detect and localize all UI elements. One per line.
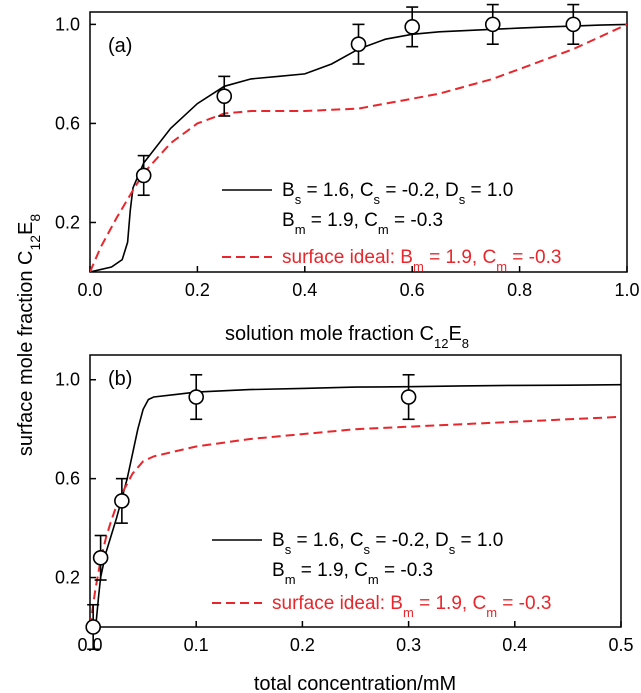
- data-marker: [85, 619, 101, 635]
- data-marker: [350, 36, 367, 52]
- panel-label: (b): [108, 368, 132, 390]
- chart-panel-b: 0.0 0.1 0.2 0.3 0.4 0.5 0.2 0.6 1.0 (b) total conc…: [55, 354, 634, 693]
- x-tick-label: 0.0: [77, 635, 102, 655]
- x-tick-label: 0.0: [77, 280, 102, 300]
- data-point: [114, 477, 130, 524]
- model-curve-line: [90, 23, 627, 272]
- data-marker: [114, 493, 130, 509]
- data-point: [92, 534, 109, 581]
- data-marker: [565, 16, 582, 33]
- x-axis-label: total concentration/mM: [254, 673, 456, 693]
- legend-model-params-2: Bm = 1.9, Cm = -0.3: [272, 560, 433, 587]
- x-tick-label: 0.2: [290, 635, 315, 655]
- x-tick-label: 0.6: [400, 280, 425, 300]
- legend-model-params-2: Bm = 1.9, Cm = -0.3: [282, 210, 443, 237]
- data-point: [350, 23, 367, 65]
- legend-ideal-params: surface ideal: Bm = 1.9, Cm = -0.3: [282, 247, 561, 274]
- x-tick-label: 0.1: [184, 635, 209, 655]
- x-tick-label: 0.8: [507, 280, 532, 300]
- data-marker: [404, 19, 421, 35]
- plot-frame: [89, 354, 622, 628]
- data-point: [135, 154, 152, 197]
- x-tick-label: 0.5: [608, 635, 633, 655]
- panel-label: (a): [108, 35, 132, 57]
- legend: Bs = 1.6, Cs = -0.2, Ds = 1.0 Bm = 1.9, C…: [222, 180, 561, 274]
- legend-model-params: Bs = 1.6, Cs = -0.2, Ds = 1.0: [282, 180, 513, 207]
- legend-model-params: Bs = 1.6, Cs = -0.2, Ds = 1.0: [272, 530, 503, 557]
- data-point: [216, 75, 233, 117]
- x-tick-label: 0.3: [396, 635, 421, 655]
- x-tick-label: 0.4: [292, 280, 317, 300]
- y-tick-label: 1.0: [55, 370, 80, 390]
- data-point: [188, 373, 204, 421]
- data-marker: [135, 167, 152, 184]
- data-marker: [92, 549, 109, 566]
- y-tick-label: 0.6: [55, 113, 80, 133]
- x-tick-label: 1.0: [614, 280, 639, 300]
- y-tick-label: 0.2: [55, 212, 80, 232]
- x-tick-label: 0.4: [502, 635, 527, 655]
- data-point: [565, 3, 582, 45]
- chart-panel-a: 0.0 0.2 0.4 0.6 0.8 1.0 0.2 0.6 1.0 (a) solution m…: [55, 3, 640, 351]
- ideal-curve-line: [90, 415, 621, 627]
- y-tick-label: 0.2: [55, 568, 80, 588]
- y-tick-label: 0.6: [55, 469, 80, 489]
- y-axis-label: surface mole fraction C12E8: [15, 214, 43, 457]
- x-tick-label: 0.2: [185, 280, 210, 300]
- data-marker: [400, 389, 417, 405]
- data-point: [400, 373, 417, 421]
- y-tick-label: 1.0: [55, 14, 80, 34]
- data-point: [404, 6, 421, 48]
- data-marker: [216, 88, 233, 104]
- data-marker: [484, 16, 501, 33]
- data-point: [484, 3, 501, 45]
- legend: Bs = 1.6, Cs = -0.2, Ds = 1.0 Bm = 1.9, C…: [212, 530, 551, 620]
- plot-frame: [89, 11, 628, 273]
- x-axis-label: solution mole fraction C12E8: [225, 323, 469, 351]
- data-point: [85, 603, 101, 651]
- legend-ideal-params: surface ideal: Bm = 1.9, Cm = -0.3: [272, 593, 551, 620]
- data-marker: [188, 389, 204, 405]
